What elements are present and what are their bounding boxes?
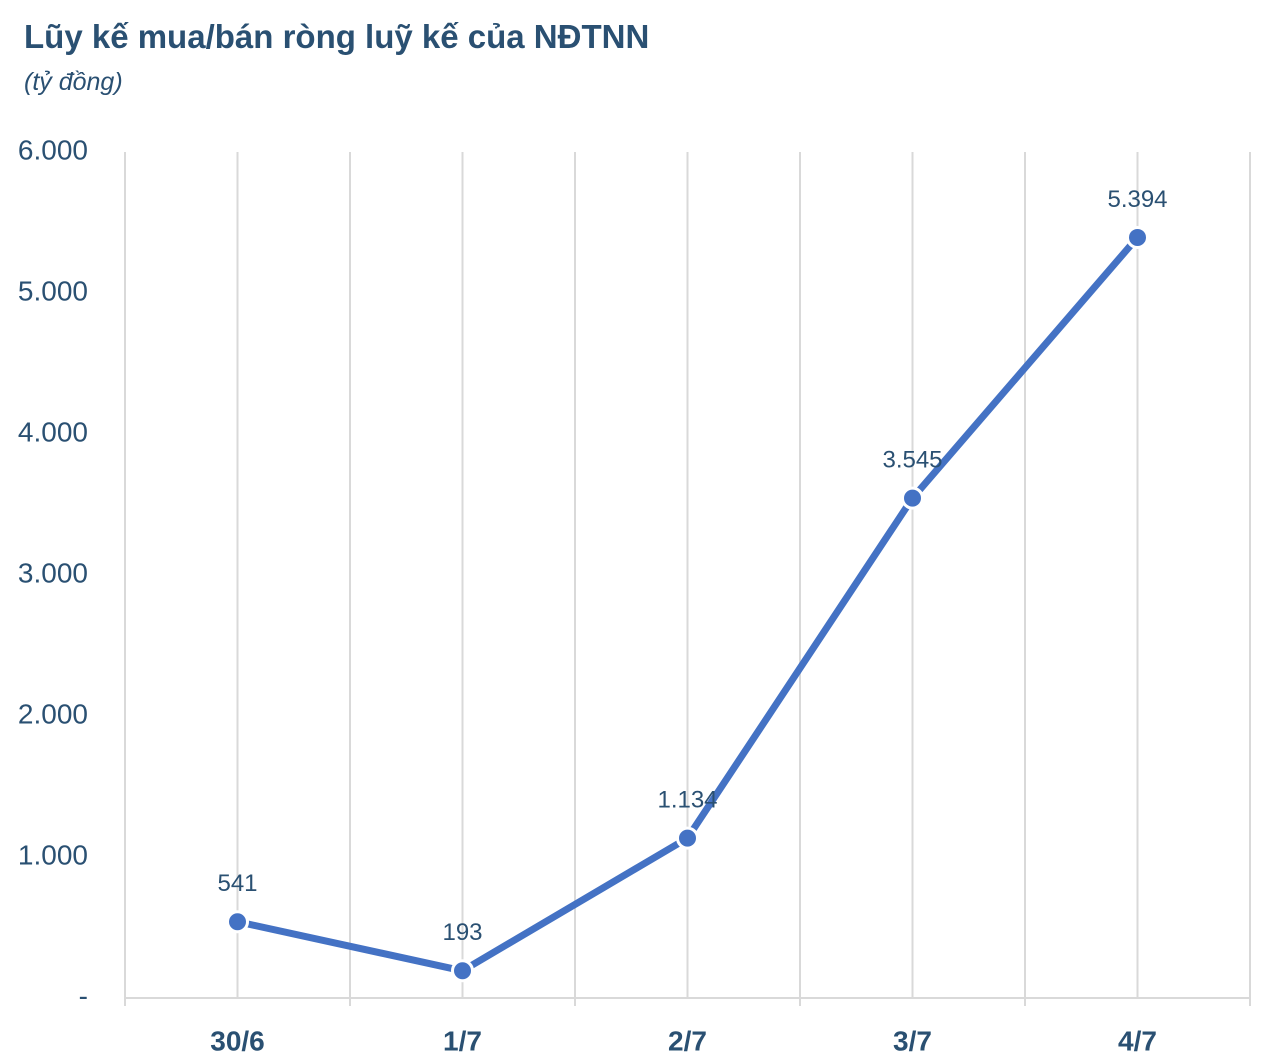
x-axis-ticks: 30/6 1/7 2/7 3/7 4/7 <box>210 1025 1157 1056</box>
data-label: 3.545 <box>882 446 942 473</box>
y-tick-label: 5.000 <box>18 275 88 306</box>
data-point <box>1126 225 1149 249</box>
data-point <box>676 826 699 850</box>
y-tick-label: 3.000 <box>18 557 88 588</box>
data-label: 1.134 <box>657 786 717 813</box>
y-axis-ticks: - 1.000 2.000 3.000 4.000 5.000 6.000 <box>18 134 88 1011</box>
gridlines <box>236 152 1251 998</box>
chart-subtitle: (tỷ đồng) <box>24 68 123 96</box>
chart-title: Lũy kế mua/bán ròng luỹ kế của NĐTNN <box>24 18 650 55</box>
data-point <box>226 910 249 934</box>
data-label: 541 <box>217 870 257 897</box>
x-tick-label: 1/7 <box>443 1025 482 1056</box>
series-group <box>226 225 1149 983</box>
axes <box>124 152 1251 1006</box>
y-tick-label: 1.000 <box>18 839 88 870</box>
y-tick-label: 2.000 <box>18 698 88 729</box>
x-tick-label: 4/7 <box>1118 1025 1157 1056</box>
data-point <box>451 959 474 983</box>
data-point <box>901 486 924 510</box>
x-tick-label: 30/6 <box>210 1025 265 1056</box>
data-label: 5.394 <box>1107 186 1167 213</box>
y-tick-label: - <box>79 980 88 1011</box>
x-tick-label: 2/7 <box>668 1025 707 1056</box>
x-tick-label: 3/7 <box>893 1025 932 1056</box>
y-tick-label: 6.000 <box>18 134 88 165</box>
data-label: 193 <box>442 919 482 946</box>
y-tick-label: 4.000 <box>18 416 88 447</box>
data-labels: 541 193 1.134 3.545 5.394 <box>217 186 1167 946</box>
